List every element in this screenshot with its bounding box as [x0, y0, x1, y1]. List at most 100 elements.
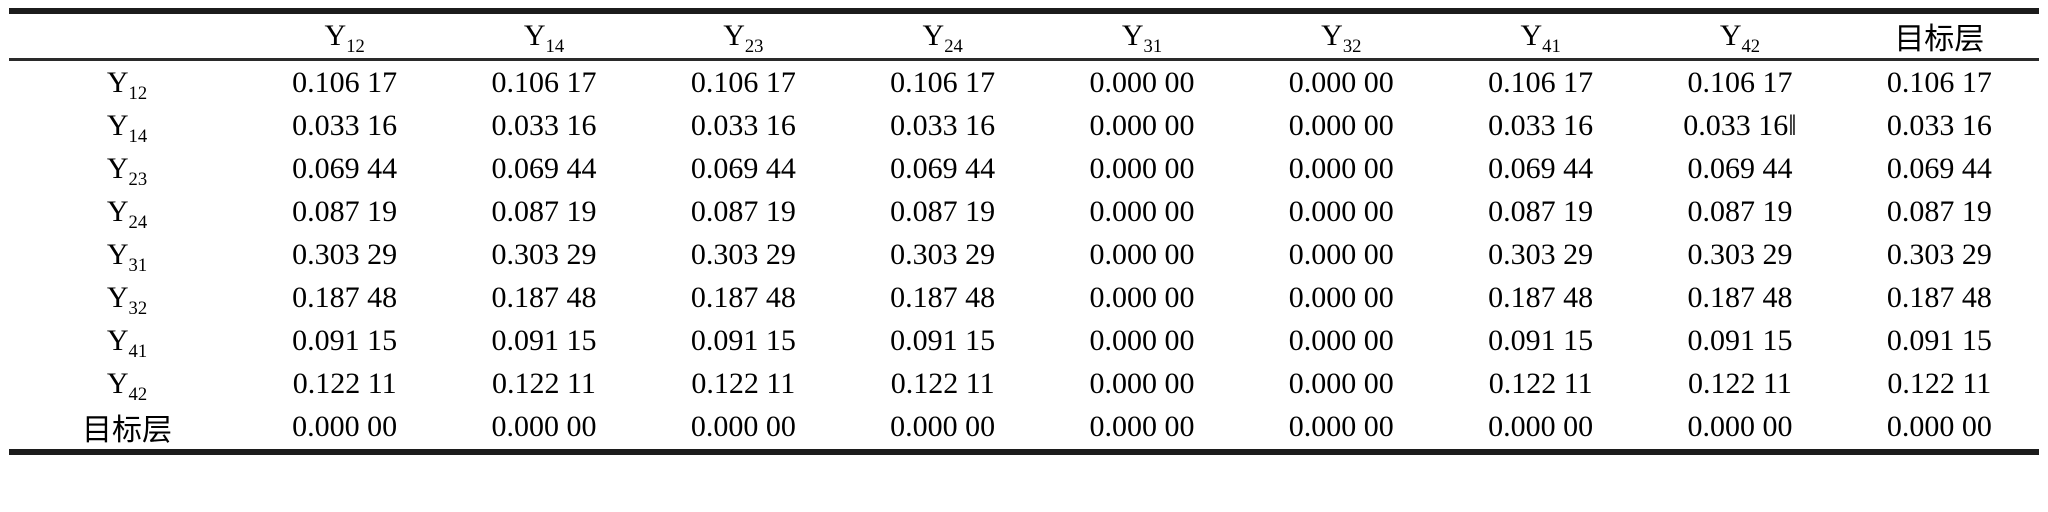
- header-row: Y12 Y14 Y23 Y24 Y31 Y32 Y41 Y42 目标层: [9, 11, 2039, 61]
- value-cell: 0.000 00: [1089, 366, 1195, 400]
- table-row: Y24 0.087 19 0.087 19 0.087 19 0.087 19 0.000…: [9, 190, 2039, 233]
- value-cell: 0.000 00: [1089, 108, 1195, 142]
- label-subscript: 31: [128, 254, 148, 276]
- value-cell: 0.187 48: [690, 280, 796, 314]
- value-cell: 0.000 00: [1288, 280, 1394, 314]
- value-cell: 0.000 00: [292, 410, 398, 443]
- value-cell: 0.069 44: [491, 151, 597, 185]
- value-cell: 0.303 29: [1488, 237, 1594, 271]
- value-cell: 0.303 29: [690, 237, 796, 271]
- value-cell: 0.033 16: [890, 108, 996, 142]
- value-cell: 0.122 11: [492, 366, 596, 400]
- value-cell: 0.069 44: [690, 151, 796, 185]
- label-base: Y: [1321, 19, 1343, 52]
- label-subscript: 12: [128, 82, 148, 104]
- column-header: Y24: [842, 11, 1043, 61]
- value-cell: 0.106 17: [491, 65, 597, 99]
- column-header: Y41: [1440, 11, 1641, 61]
- label-base: Y: [106, 237, 129, 271]
- value-cell: 0.087 19: [1488, 194, 1594, 228]
- row-label: Y31: [9, 233, 245, 276]
- value-cell: 0.069 44: [1886, 151, 1992, 185]
- label-base: Y: [1719, 19, 1742, 52]
- table-row: Y42 0.122 11 0.122 11 0.122 11 0.122 11 0.000…: [9, 362, 2039, 405]
- value-cell: 0.033 16: [1488, 108, 1594, 142]
- row-label: Y24: [9, 190, 245, 233]
- value-cell: 0.087 19: [1687, 194, 1793, 228]
- value-cell: 0.187 48: [292, 280, 398, 314]
- value-cell: 0.187 48: [1488, 280, 1594, 314]
- label-base: 目标层: [82, 414, 172, 447]
- value-cell: 0.000 00: [491, 410, 597, 443]
- value-cell: 0.303 29: [1687, 237, 1793, 271]
- row-label: 目标层: [9, 405, 245, 452]
- value-cell: 0.106 17: [890, 65, 996, 99]
- column-header: Y32: [1241, 11, 1441, 61]
- value-cell: 0.000 00: [1288, 366, 1394, 400]
- label-subscript: 31: [1143, 36, 1163, 57]
- value-cell: 0.000 00: [1288, 410, 1394, 443]
- value-cell: 0.033 16: [690, 108, 796, 142]
- value-cell: 0.091 15: [1488, 323, 1594, 357]
- label-subscript: 14: [128, 125, 148, 147]
- value-cell: 0.000 00: [1687, 410, 1793, 443]
- row-label: Y32: [9, 276, 245, 319]
- table-row: Y14 0.033 16 0.033 16 0.033 16 0.033 16 0.000…: [9, 104, 2039, 147]
- value-cell: 0.000 00: [1089, 323, 1195, 357]
- value-cell: 0.000 00: [1089, 65, 1195, 99]
- value-cell: 0.000 00: [1089, 410, 1195, 443]
- table-row: Y23 0.069 44 0.069 44 0.069 44 0.069 44 0.000…: [9, 147, 2039, 190]
- value-cell: 0.091 15: [491, 323, 597, 357]
- label-subscript: 14: [545, 36, 565, 57]
- label-base: Y: [723, 19, 745, 52]
- value-cell: 0.069 44: [1488, 151, 1594, 185]
- label-base: Y: [106, 366, 129, 400]
- table-row: Y41 0.091 15 0.091 15 0.091 15 0.091 15 0.000…: [9, 319, 2039, 362]
- value-cell: 0.033 16: [1886, 108, 1992, 142]
- value-cell: 0.069 44: [890, 151, 996, 185]
- label-subscript: 42: [1741, 36, 1761, 57]
- value-cell: 0.106 17: [1488, 65, 1594, 99]
- value-cell: 0.091 15: [292, 323, 398, 357]
- value-cell: 0.106 17: [1687, 65, 1793, 99]
- label-base: Y: [1520, 19, 1543, 52]
- row-label: Y14: [9, 104, 245, 147]
- column-header: Y31: [1042, 11, 1242, 61]
- value-cell: 0.000 00: [1089, 237, 1195, 271]
- value-cell: 0.091 15: [690, 323, 796, 357]
- column-header: Y23: [643, 11, 843, 61]
- value-cell: 0.122 11: [890, 366, 995, 400]
- label-base: Y: [922, 19, 945, 52]
- label-base: Y: [106, 323, 129, 357]
- value-cell: 0.303 29: [890, 237, 996, 271]
- label-subscript: 41: [1542, 36, 1561, 57]
- label-base: 目标层: [1894, 23, 1985, 56]
- value-cell: 0.000 00: [1089, 194, 1195, 228]
- value-cell: 0.303 29: [491, 237, 597, 271]
- value-cell: 0.000 00: [1488, 410, 1594, 443]
- column-header: Y42: [1640, 11, 1840, 61]
- row-label: Y12: [9, 60, 245, 105]
- label-subscript: 41: [128, 340, 148, 362]
- value-cell: 0.000 00: [1288, 65, 1394, 99]
- value-cell: 0.069 44: [292, 151, 398, 185]
- value-cell: 0.303 29: [292, 237, 398, 271]
- value-cell: 0.303 29: [1886, 237, 1992, 271]
- value-cell: 0.000 00: [1886, 410, 1992, 443]
- label-base: Y: [106, 108, 129, 142]
- value-cell: 0.033 16: [491, 108, 597, 142]
- label-subscript: 24: [944, 36, 963, 57]
- table-row: Y31 0.303 29 0.303 29 0.303 29 0.303 29 0.000…: [9, 233, 2039, 276]
- value-cell: 0.122 11: [1887, 366, 1992, 400]
- value-cell: 0.000 00: [690, 410, 796, 443]
- value-cell: 0.087 19: [1886, 194, 1992, 228]
- value-cell: 0.087 19: [491, 194, 597, 228]
- value-cell: 0.087 19: [292, 194, 398, 228]
- value-cell: 0.122 11: [691, 366, 796, 400]
- label-subscript: 32: [128, 297, 148, 319]
- value-cell: 0.106 17: [690, 65, 796, 99]
- value-cell: 0.187 48: [1687, 280, 1793, 314]
- value-cell: 0.187 48: [491, 280, 597, 314]
- value-cell: 0.187 48: [890, 280, 996, 314]
